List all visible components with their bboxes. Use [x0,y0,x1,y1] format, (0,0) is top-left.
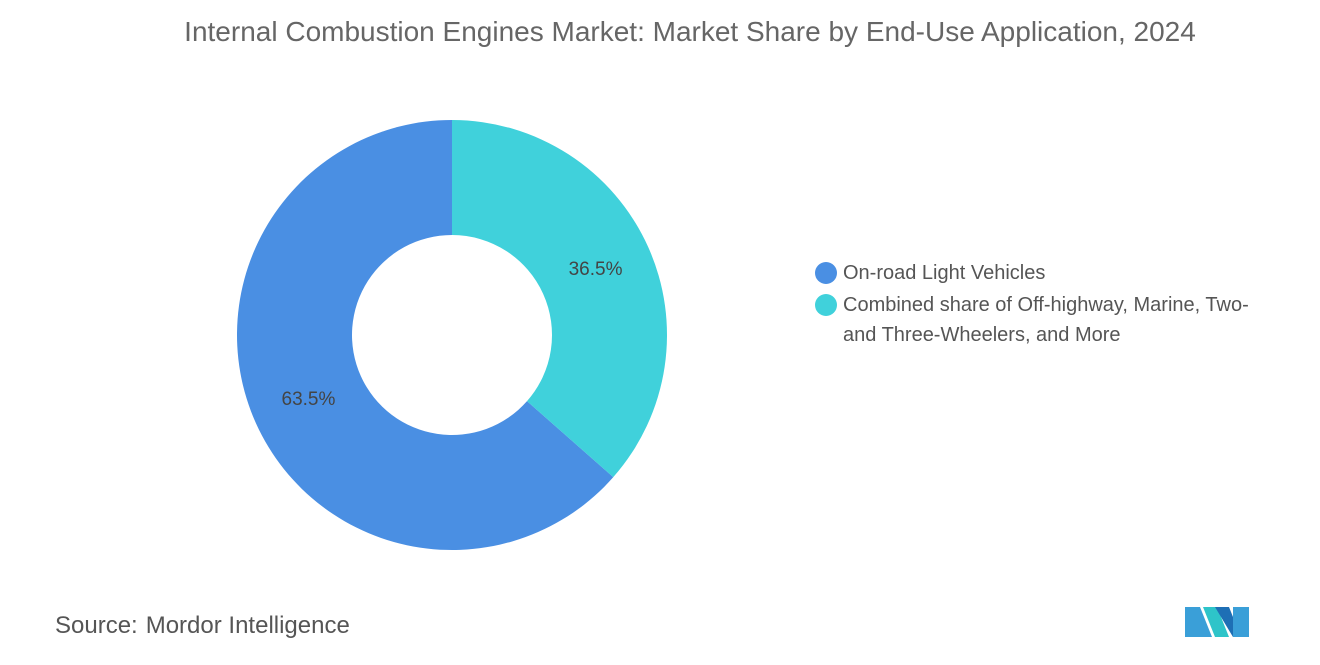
legend-swatch [815,294,837,316]
legend-item: Combined share of Off-highway, Marine, T… [815,290,1255,350]
donut-slice [236,120,614,550]
value-label: 63.5% [282,389,336,410]
source-name: Mordor Intelligence [145,612,350,639]
legend-swatch [815,262,837,284]
legend-item: On-road Light Vehicles [815,258,1255,288]
value-label: 36.5% [569,259,623,280]
donut-slice [452,120,667,478]
legend-label: Combined share of Off-highway, Marine, T… [843,294,1249,346]
legend-label: On-road Light Vehicles [843,262,1046,284]
logo [1185,607,1249,637]
chart-title: Internal Combustion Engines Market: Mark… [184,16,1196,47]
source-label: Source: [55,612,138,639]
source: Source: Mordor Intelligence [55,612,350,640]
legend: On-road Light Vehicles Combined share of … [815,258,1255,352]
